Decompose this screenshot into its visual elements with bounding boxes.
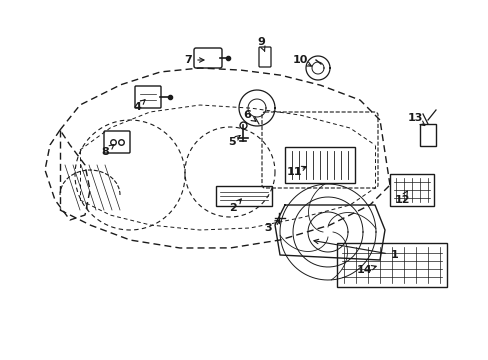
Bar — [389, 174, 433, 206]
Text: 6: 6 — [243, 110, 250, 120]
Bar — [419, 124, 435, 146]
Text: 13: 13 — [407, 113, 422, 123]
Text: 11: 11 — [285, 167, 301, 177]
Text: 2: 2 — [229, 203, 236, 213]
Text: 1: 1 — [390, 250, 398, 260]
Bar — [336, 243, 446, 287]
Bar — [285, 147, 354, 183]
Text: 5: 5 — [228, 137, 235, 147]
Bar — [216, 186, 271, 206]
Text: 3: 3 — [264, 223, 271, 233]
Text: 4: 4 — [133, 102, 141, 112]
Text: 12: 12 — [393, 195, 409, 205]
Text: 8: 8 — [101, 147, 109, 157]
Text: 14: 14 — [356, 265, 372, 275]
Text: 7: 7 — [184, 55, 191, 65]
Text: 9: 9 — [257, 37, 264, 47]
Text: 10: 10 — [292, 55, 307, 65]
